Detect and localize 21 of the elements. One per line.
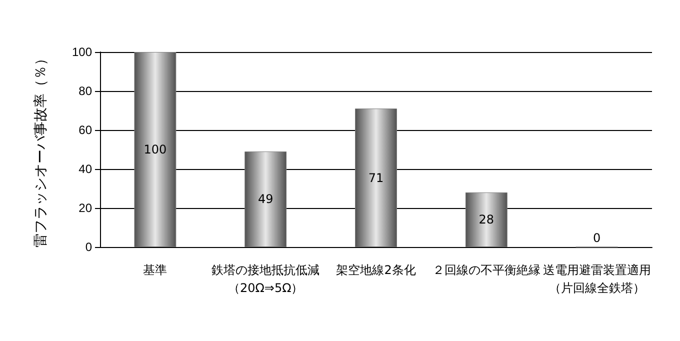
bar <box>134 52 176 247</box>
x-tick-label: 架空地線2条化 <box>336 263 416 277</box>
x-tick-label: ２回線の不平衡絶縁 <box>432 263 540 277</box>
bar <box>244 151 287 247</box>
data-label: 100 <box>144 142 167 156</box>
bar <box>465 192 508 247</box>
data-label: 71 <box>368 170 384 185</box>
x-tick-label: 鉄塔の接地抵抗低減（20Ω⇒5Ω） <box>212 263 320 295</box>
y-tick-label: 60 <box>78 123 92 137</box>
data-label: 0 <box>592 230 601 245</box>
data-label: 49 <box>258 192 274 206</box>
y-tick-label: 20 <box>78 201 92 215</box>
y-tick-label: 40 <box>78 162 92 176</box>
y-tick-label: 80 <box>78 84 92 98</box>
y-tick-label: 0 <box>85 240 92 254</box>
y-axis-title: 雷フラッシオーバ事故率（％） <box>33 52 49 248</box>
x-tick-label: 送電用避雷装置適用（片回線全鉄塔） <box>542 263 651 295</box>
y-tick-label: 100 <box>72 45 92 59</box>
data-label: 28 <box>478 212 494 227</box>
x-tick-label: 基準 <box>143 263 168 277</box>
bar <box>355 108 397 247</box>
